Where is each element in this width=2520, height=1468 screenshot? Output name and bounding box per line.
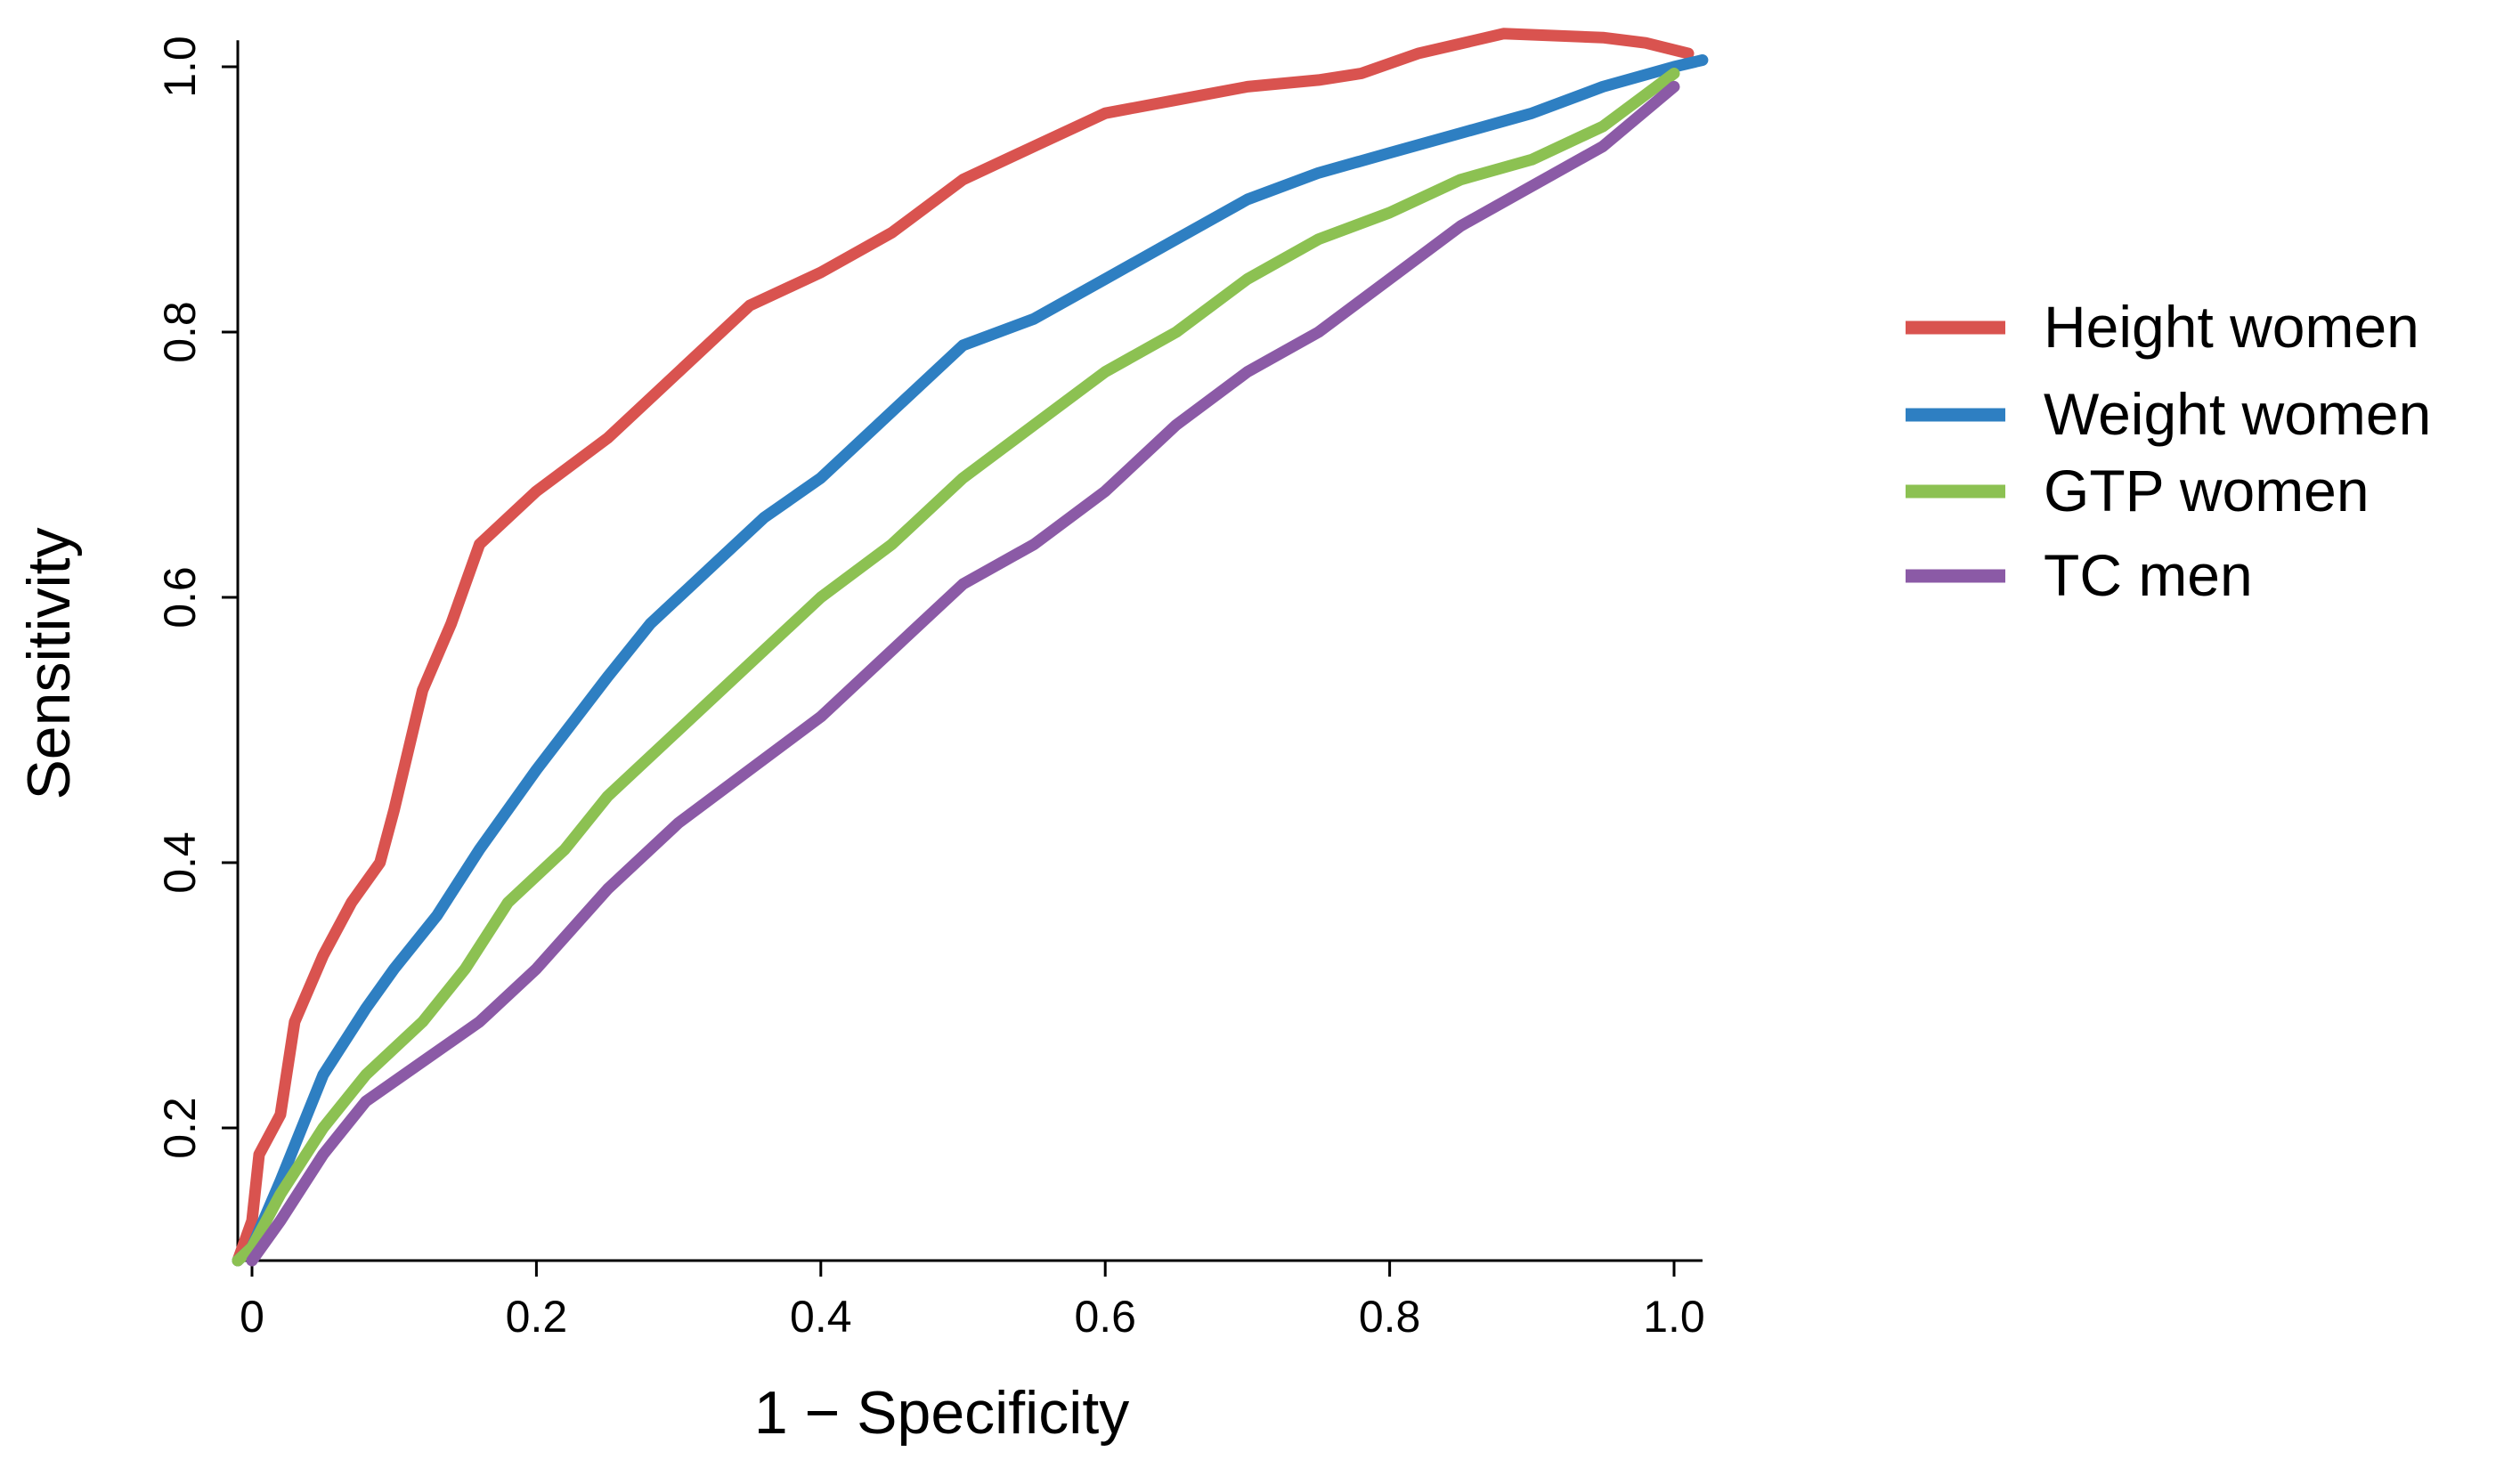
y-axis-label: Sensitivity [15,527,83,799]
series-line-gtp-women [232,68,1680,1267]
legend-label-weight-women: Weight women [2044,381,2431,447]
series-line-tc-men [246,80,1680,1267]
x-tick-label: 1.0 [1643,1292,1705,1342]
series-line-weight-women [232,54,1709,1267]
axes: 0 0.2 0.4 0.6 0.8 1.0 0.2 0.4 0.6 0.8 1.0 [155,36,1705,1342]
x-tick-label: 0 [240,1292,264,1342]
series-lines [232,28,1709,1267]
x-tick-label: 0.6 [1074,1292,1136,1342]
x-tick-label: 0.4 [790,1292,852,1342]
y-tick-label: 0.8 [155,301,205,363]
y-tick-label: 0.4 [155,831,205,894]
x-tick-label: 0.8 [1359,1292,1421,1342]
legend-label-tc-men: TC men [2044,542,2253,608]
y-tick-label: 1.0 [155,36,205,98]
legend-label-gtp-women: GTP women [2044,458,2370,523]
series-line-height-women [232,28,1695,1267]
legend: Height women Weight women GTP women TC men [1906,294,2431,608]
x-tick-label: 0.2 [506,1292,568,1342]
y-tick-label: 0.2 [155,1097,205,1159]
legend-label-height-women: Height women [2044,294,2419,360]
x-axis-label: 1 − Specificity [754,1379,1129,1447]
y-tick-label: 0.6 [155,566,205,629]
